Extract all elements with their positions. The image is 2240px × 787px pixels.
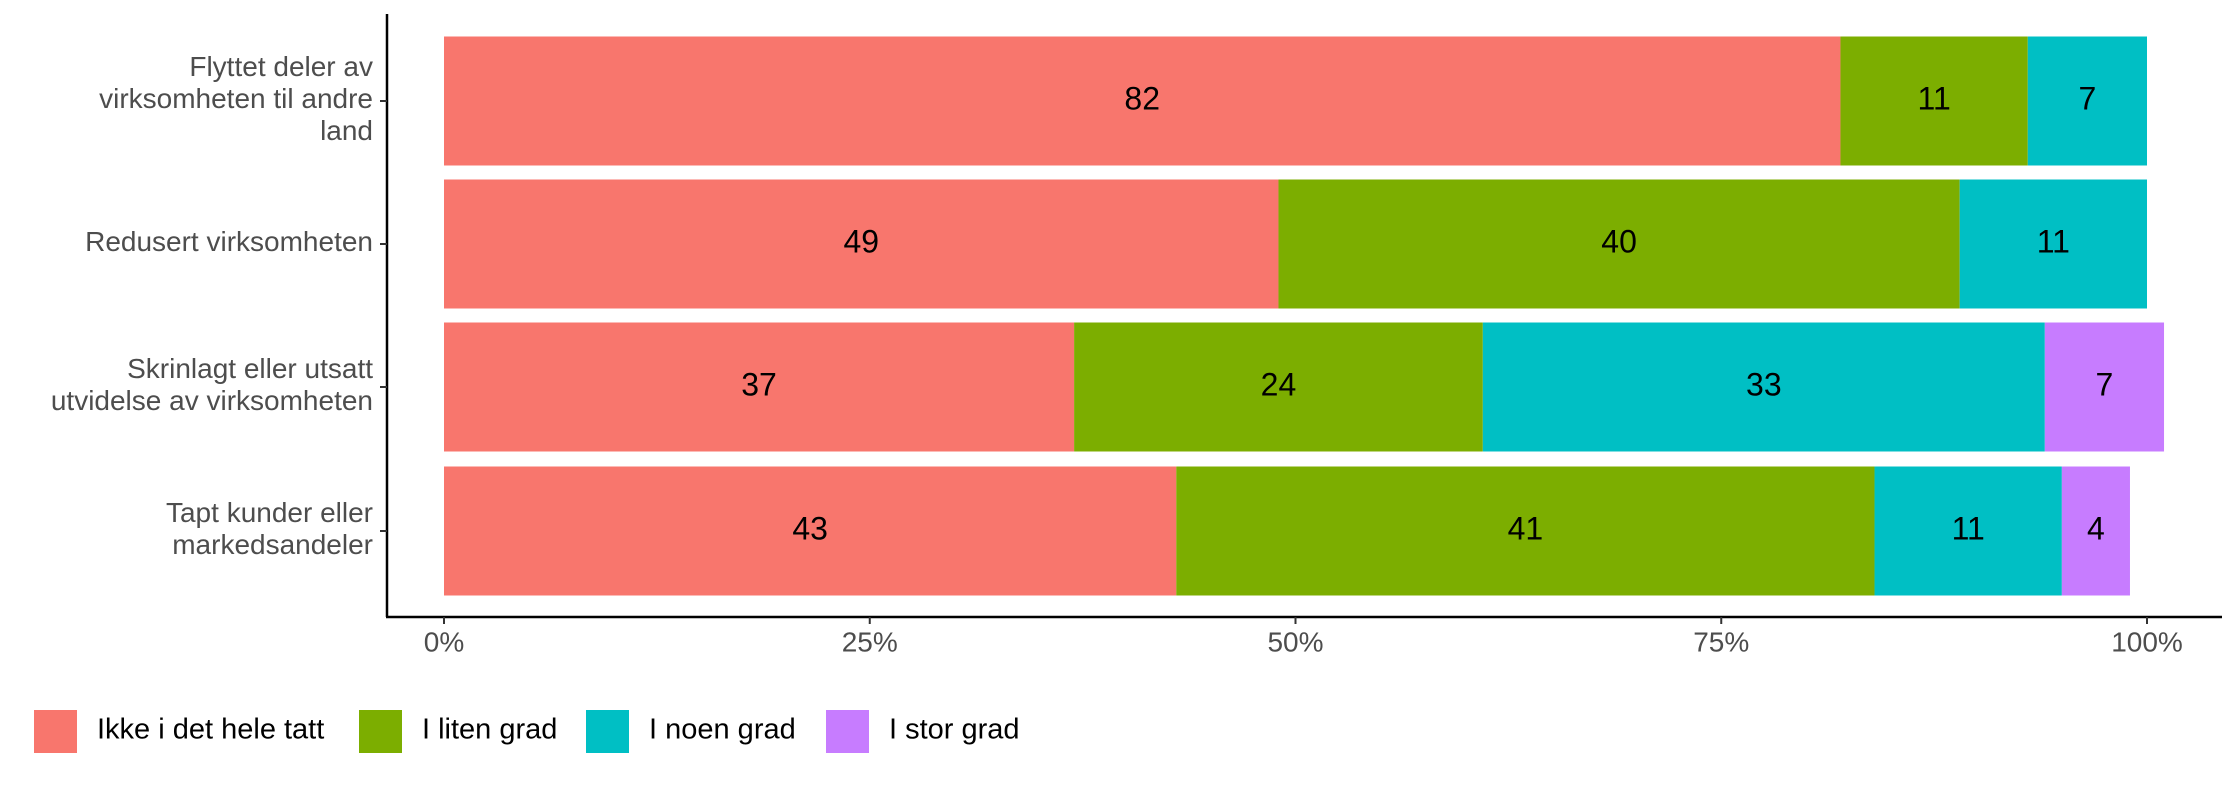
bar-segment <box>2027 36 2147 166</box>
data-label: 82 <box>1124 80 1160 116</box>
bar-segment <box>1959 179 2147 309</box>
data-label: 43 <box>792 510 828 546</box>
bar-segment <box>444 179 1279 309</box>
data-label: 49 <box>843 223 879 259</box>
bar-segment <box>1176 466 1875 596</box>
legend-label: I noen grad <box>649 714 796 746</box>
bar-segment <box>2044 322 2165 452</box>
data-label: 24 <box>1261 366 1297 402</box>
bar-segment <box>1278 179 1960 309</box>
bar-segment <box>444 466 1177 596</box>
legend-key <box>34 710 77 753</box>
x-tick-label: 75% <box>1693 626 1749 657</box>
x-tick-label: 25% <box>842 626 898 657</box>
legend-key <box>359 710 402 753</box>
bar-segment <box>2061 466 2130 596</box>
x-tick-label: 0% <box>424 626 464 657</box>
data-label: 11 <box>1952 510 1985 546</box>
x-tick-label: 100% <box>2111 626 2183 657</box>
y-tick-label: Skrinlagt eller utsatt utvidelse av virks… <box>51 353 373 416</box>
data-label: 37 <box>741 366 777 402</box>
data-label: 40 <box>1601 223 1637 259</box>
bar-segment <box>1840 36 2028 166</box>
x-tick-label: 50% <box>1267 626 1323 657</box>
y-tick-label: Tapt kunder eller markedsandeler <box>166 497 373 560</box>
data-label: 11 <box>1918 80 1951 116</box>
data-label: 11 <box>2037 223 2070 259</box>
y-tick-label: Flyttet deler av virksomheten til andre la… <box>99 51 373 146</box>
legend-label: I liten grad <box>422 714 557 746</box>
data-label: 33 <box>1746 366 1782 402</box>
data-label: 4 <box>2087 510 2105 546</box>
bar-segment <box>1482 322 2045 452</box>
legend-label: Ikke i det hele tatt <box>97 714 324 746</box>
bar-segment <box>1874 466 2062 596</box>
bar-segment <box>444 322 1075 452</box>
bar-segment <box>1074 322 1483 452</box>
legend-key <box>826 710 869 753</box>
data-label: 7 <box>2078 80 2096 116</box>
legend-key <box>586 710 629 753</box>
y-tick-label: Redusert virksomheten <box>85 226 373 257</box>
legend-label: I stor grad <box>889 714 1020 746</box>
bar-segment <box>444 36 1841 166</box>
data-label: 41 <box>1508 510 1544 546</box>
data-label: 7 <box>2096 366 2114 402</box>
